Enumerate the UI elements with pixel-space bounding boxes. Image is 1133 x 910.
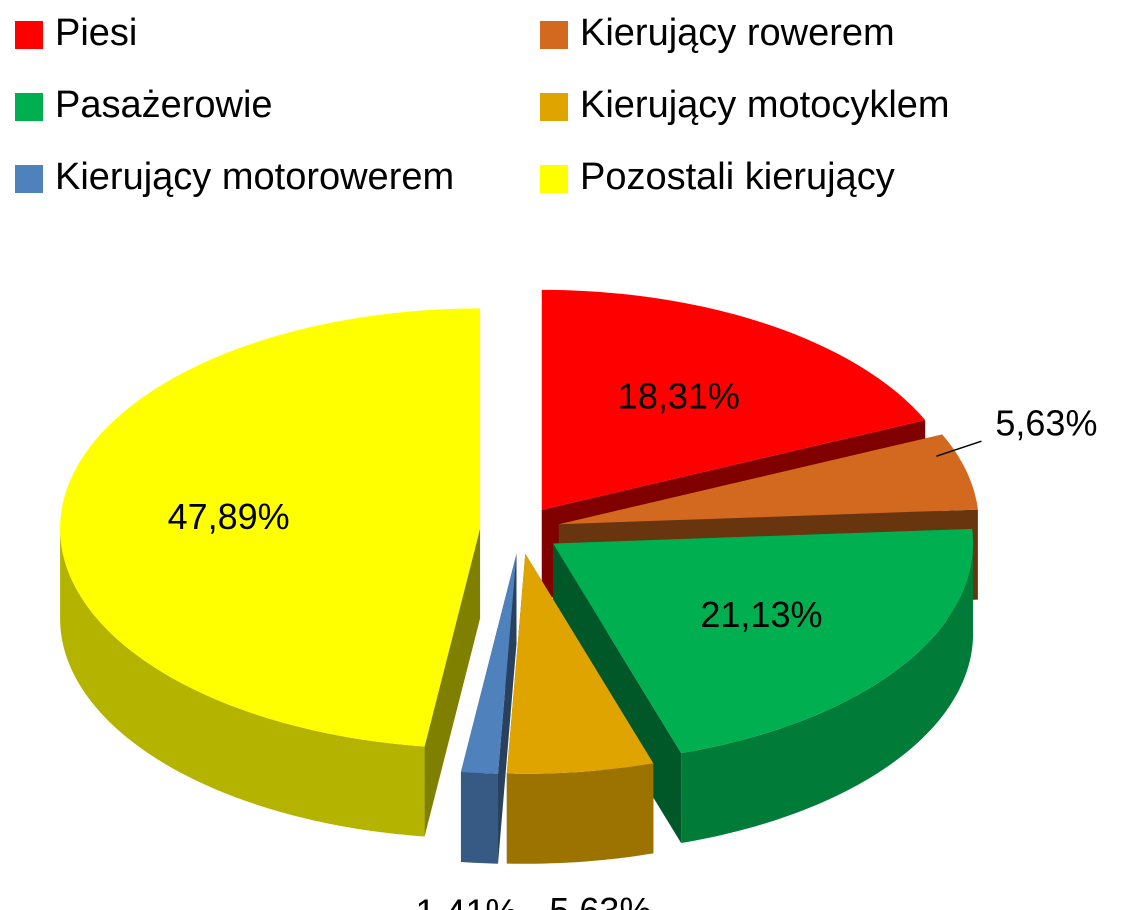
legend-label: Kierujący motorowerem (55, 156, 454, 198)
value-label: 1,41% (415, 891, 517, 910)
slice (541, 289, 926, 510)
slice (558, 434, 978, 525)
slice-wall (460, 771, 499, 864)
slice (553, 528, 974, 754)
value-label: 5,63% (549, 890, 651, 910)
legend-swatch (15, 21, 43, 49)
slice (506, 553, 654, 774)
slice (60, 308, 481, 747)
leader-line (936, 440, 982, 457)
legend-swatch (540, 165, 568, 193)
slice-wall (681, 543, 974, 844)
legend-label: Pasażerowie (55, 84, 273, 126)
value-label: 21,13% (700, 594, 822, 635)
value-label: 47,89% (168, 496, 290, 537)
pie-tops (60, 289, 978, 774)
legend-swatch (15, 165, 43, 193)
legend-label: Kierujący rowerem (580, 12, 895, 54)
slice (460, 553, 517, 774)
legend-swatch (540, 93, 568, 121)
slice-wall (506, 763, 654, 864)
slice-side (60, 528, 481, 837)
slice-wall (60, 528, 425, 837)
legend-label: Pozostali kierujący (580, 156, 895, 198)
legend-label: Piesi (55, 12, 137, 54)
value-label: 18,31% (618, 376, 740, 417)
legend-swatch (540, 21, 568, 49)
slice-radial-face (424, 528, 481, 837)
legend-swatch (15, 93, 43, 121)
legend-label: Kierujący motocyklem (580, 84, 950, 126)
value-label: 5,63% (995, 403, 1097, 444)
